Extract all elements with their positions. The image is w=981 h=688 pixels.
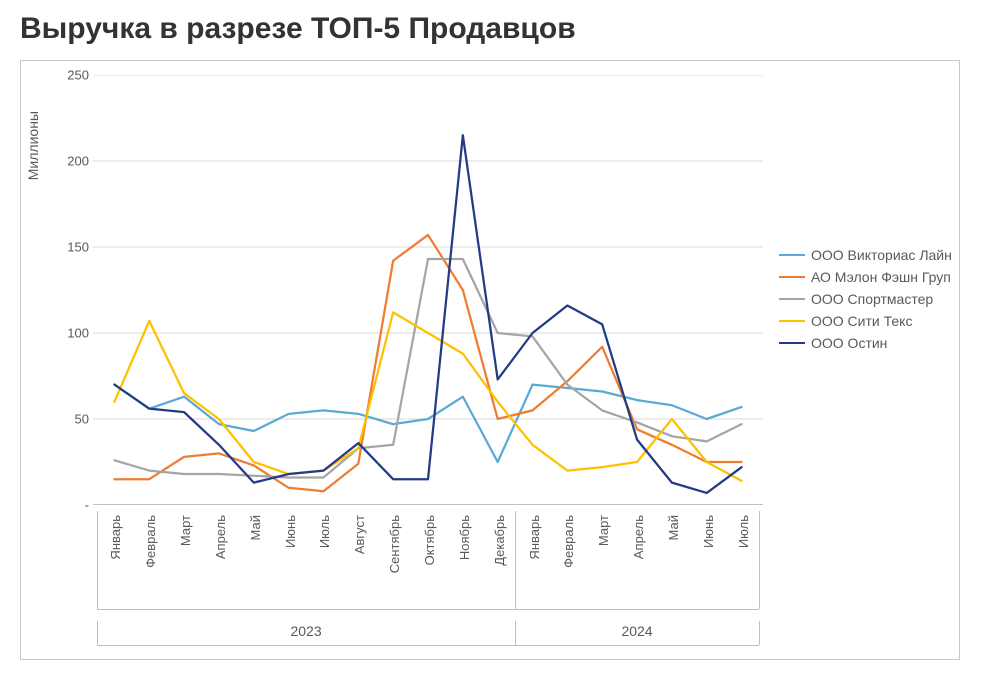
page-root: Выручка в разрезе ТОП-5 Продавцов Миллио… — [0, 0, 981, 688]
legend-item: ООО Сити Текс — [779, 313, 952, 329]
legend-item: АО Мэлон Фэшн Груп — [779, 269, 952, 285]
legend-label: ООО Сити Текс — [811, 313, 912, 329]
x-month-label: Июнь — [283, 515, 298, 548]
legend-label: ООО Остин — [811, 335, 887, 351]
x-month-label: Февраль — [561, 515, 576, 568]
x-month-label: Сентябрь — [387, 515, 402, 573]
x-year-separator — [97, 621, 98, 645]
x-month-label: Апрель — [213, 515, 228, 559]
x-group-baseline — [97, 609, 759, 610]
legend-label: АО Мэлон Фэшн Груп — [811, 269, 951, 285]
x-month-label: Июнь — [701, 515, 716, 548]
x-month-label: Март — [596, 515, 611, 546]
legend-swatch — [779, 254, 805, 256]
y-tick-labels: -50100150200250 — [55, 75, 89, 505]
x-month-label: Декабрь — [492, 515, 507, 566]
x-month-label: Январь — [527, 515, 542, 560]
y-tick-label: 200 — [55, 154, 89, 169]
x-month-labels: Январь Февраль Март Апрель Май Июнь Июль Август… — [93, 511, 763, 611]
x-year-separator — [759, 621, 760, 645]
x-group-separator — [97, 511, 98, 609]
y-tick-label: 150 — [55, 240, 89, 255]
legend-label: ООО Викториас Лайн — [811, 247, 952, 263]
y-tick-label: 100 — [55, 326, 89, 341]
legend-swatch — [779, 320, 805, 322]
x-month-label: Май — [666, 515, 681, 540]
y-axis-title: Миллионы — [25, 111, 41, 180]
x-month-label: Февраль — [143, 515, 158, 568]
x-month-label: Январь — [108, 515, 123, 560]
x-month-label: Май — [248, 515, 263, 540]
x-month-label: Ноябрь — [457, 515, 472, 560]
legend-swatch — [779, 298, 805, 300]
x-month-label: Июль — [317, 515, 332, 548]
x-month-label: Июль — [736, 515, 751, 548]
legend-item: ООО Остин — [779, 335, 952, 351]
x-month-label: Апрель — [631, 515, 646, 559]
legend-swatch — [779, 342, 805, 344]
y-tick-label: - — [55, 498, 89, 513]
legend: ООО Викториас Лайн АО Мэлон Фэшн Груп ООО … — [779, 241, 952, 357]
y-tick-label: 250 — [55, 68, 89, 83]
x-year-label: 2023 — [97, 623, 515, 639]
chart-svg — [93, 75, 763, 505]
x-month-label: Август — [352, 515, 367, 554]
y-tick-label: 50 — [55, 412, 89, 427]
legend-swatch — [779, 276, 805, 278]
legend-item: ООО Викториас Лайн — [779, 247, 952, 263]
x-month-label: Октябрь — [422, 515, 437, 565]
chart-frame: Миллионы - 50 100 150 200 250 Январь Февраль Ма… — [20, 60, 960, 660]
plot-area — [93, 75, 763, 505]
x-year-label: 2024 — [515, 623, 759, 639]
page-title: Выручка в разрезе ТОП-5 Продавцов — [20, 12, 961, 46]
legend-label: ООО Спортмастер — [811, 291, 933, 307]
x-year-baseline — [97, 645, 759, 646]
x-year-labels: 20232024 — [93, 621, 763, 651]
x-group-separator — [515, 511, 516, 609]
x-year-separator — [515, 621, 516, 645]
x-group-separator — [759, 511, 760, 609]
legend-item: ООО Спортмастер — [779, 291, 952, 307]
x-month-label: Март — [178, 515, 193, 546]
